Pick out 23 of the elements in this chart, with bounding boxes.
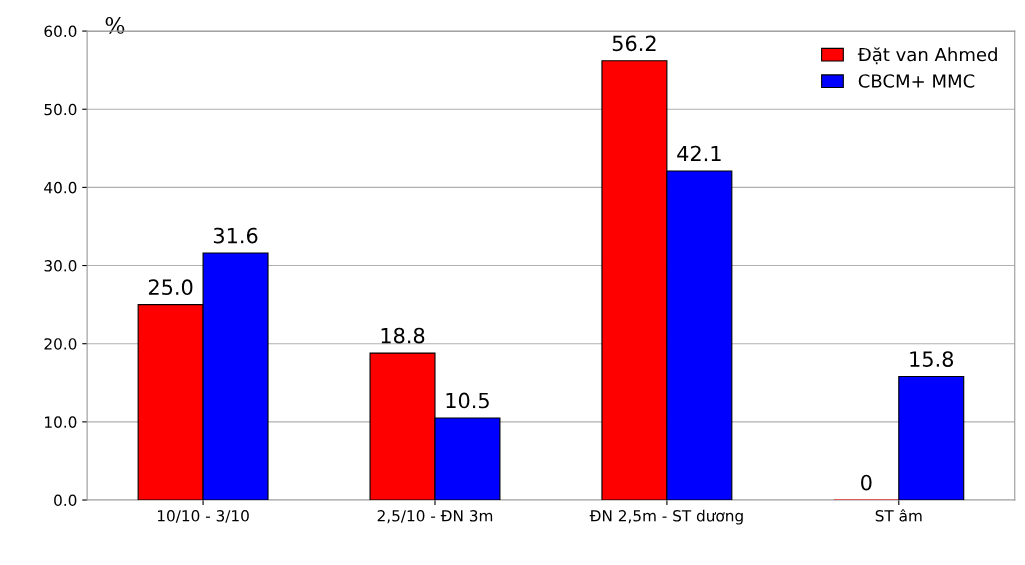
x-tick-label: 2,5/10 - ĐN 3m	[377, 510, 493, 524]
data-label: 56.2	[612, 35, 656, 52]
y-tick-label: 40.0	[44, 181, 77, 194]
data-label: 42.1	[677, 145, 721, 162]
data-label: 0	[861, 474, 872, 491]
y-tick-label: 60.0	[44, 25, 77, 38]
bar	[898, 375, 965, 501]
y-axis-title: %	[105, 16, 125, 34]
data-label: 15.8	[910, 351, 954, 367]
y-tick-label: 0.0	[54, 494, 77, 507]
y-tick-label: 50.0	[44, 103, 77, 116]
x-tick-label: ĐN 2,5m - ST dương	[589, 509, 743, 525]
y-tick-label: 10.0	[45, 416, 77, 428]
data-label: 25.0	[148, 279, 193, 296]
legend-label: CBCM+ MMC	[858, 74, 975, 88]
legend-label: Đặt van Ahmed	[857, 47, 997, 65]
x-tick-label: 10/10 - 3/10	[157, 510, 249, 523]
data-label: 18.8	[381, 327, 425, 344]
y-tick-label: 20.0	[44, 338, 77, 350]
x-tick-label: ST âm	[875, 509, 922, 522]
y-tick-label: 30.0	[44, 260, 77, 272]
data-label: 10.5	[446, 392, 489, 409]
data-label: 31.6	[213, 227, 258, 244]
